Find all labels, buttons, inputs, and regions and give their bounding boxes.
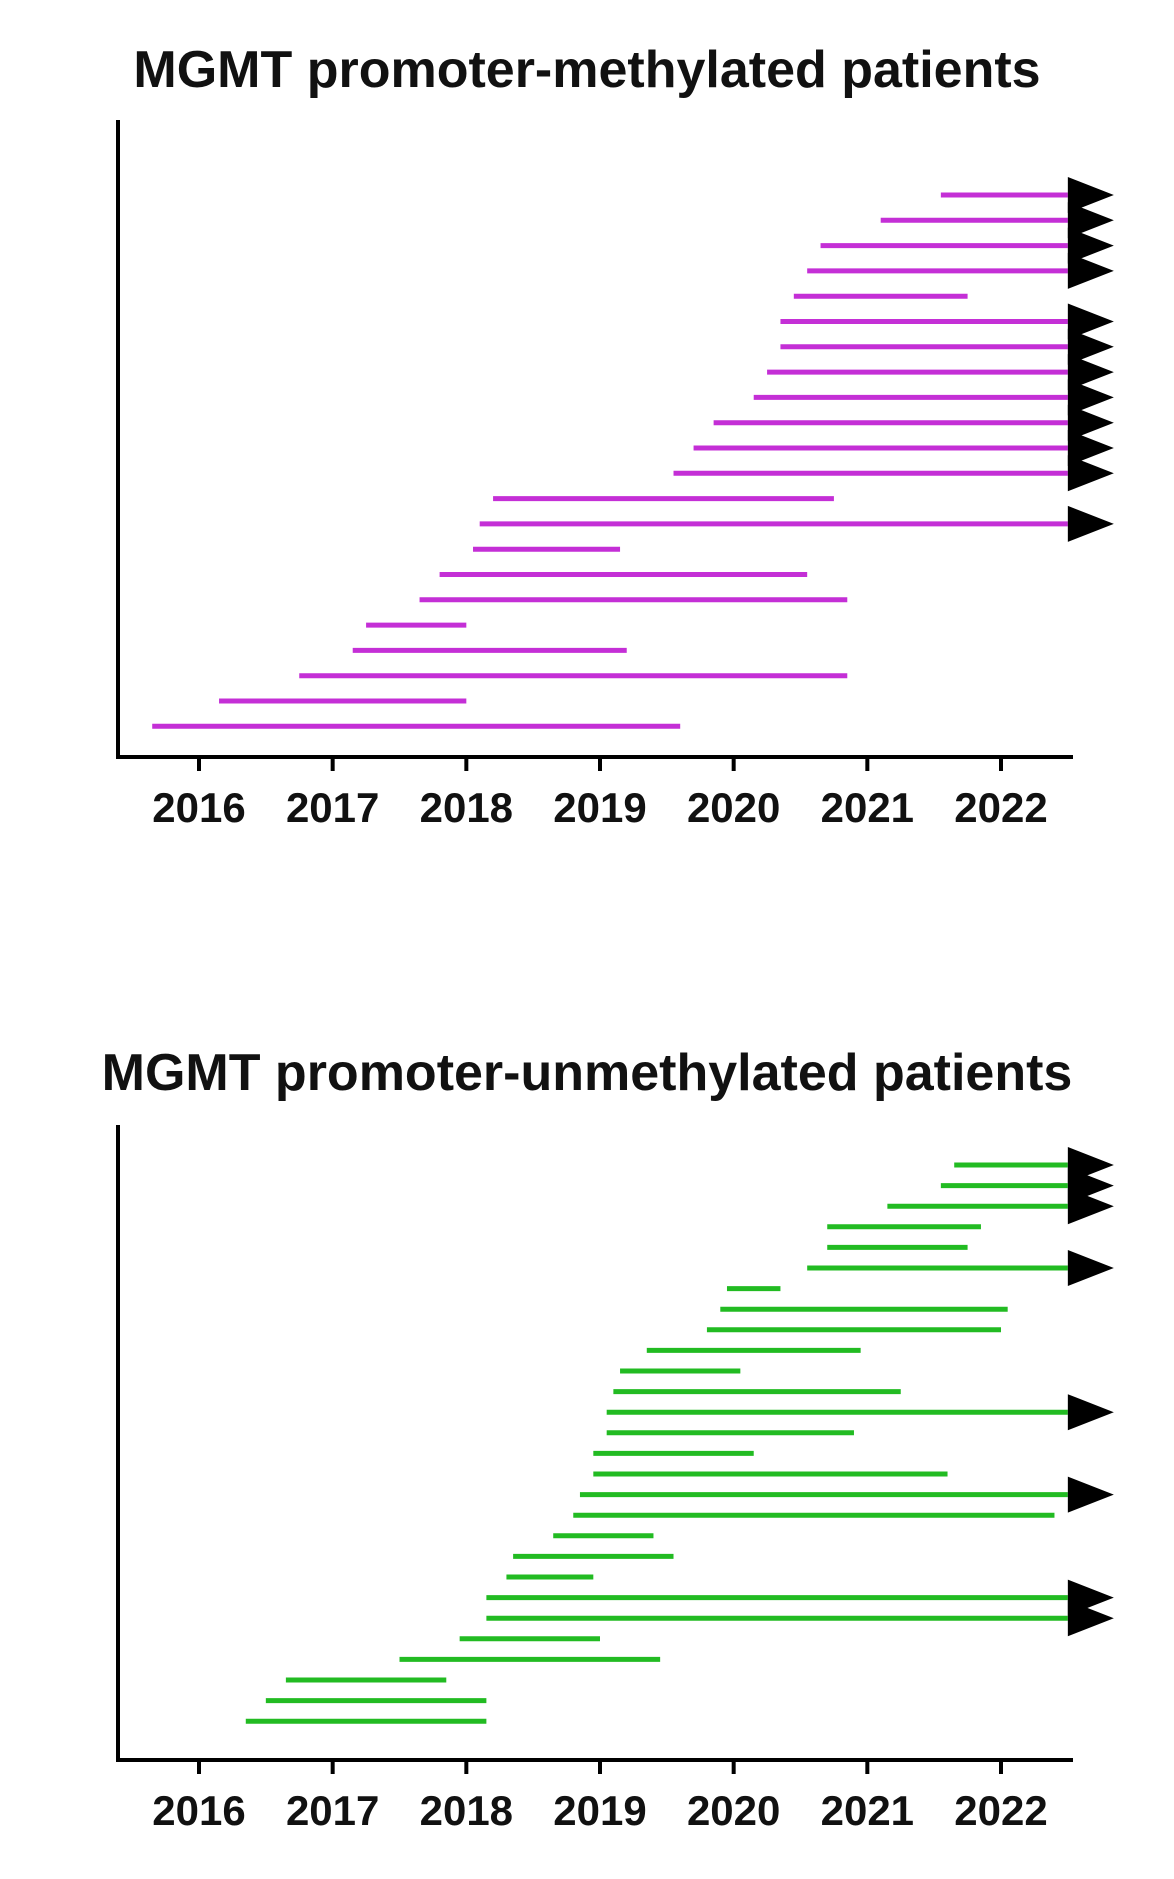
ongoing-arrow	[1067, 505, 1114, 542]
ongoing-arrow	[1067, 404, 1114, 441]
x-tick-label: 2019	[553, 1787, 646, 1834]
x-tick-label: 2018	[420, 784, 513, 831]
x-tick-label: 2019	[553, 784, 646, 831]
x-tick-label: 2016	[152, 784, 245, 831]
ongoing-arrow	[1067, 354, 1114, 391]
ongoing-arrow	[1067, 1476, 1114, 1513]
x-tick-label: 2022	[954, 1787, 1047, 1834]
ongoing-arrow	[1067, 328, 1114, 365]
x-tick-label: 2018	[420, 1787, 513, 1834]
ongoing-arrow	[1067, 202, 1114, 239]
x-tick-label: 2017	[286, 784, 379, 831]
ongoing-arrow	[1067, 303, 1114, 340]
x-tick-label: 2020	[687, 784, 780, 831]
x-tick-label: 2020	[687, 1787, 780, 1834]
x-tick-label: 2017	[286, 1787, 379, 1834]
x-tick-label: 2016	[152, 1787, 245, 1834]
ongoing-arrow	[1067, 1394, 1114, 1431]
ongoing-arrow	[1067, 1250, 1114, 1286]
ongoing-arrow	[1067, 1600, 1114, 1637]
x-tick-label: 2022	[954, 784, 1047, 831]
x-tick-label: 2021	[821, 1787, 914, 1834]
chart-title-methylated: MGMT promoter-methylated patients	[133, 41, 1041, 99]
ongoing-arrow	[1067, 455, 1114, 492]
ongoing-arrow	[1067, 227, 1114, 264]
ongoing-arrow	[1067, 430, 1114, 466]
ongoing-arrow	[1067, 379, 1114, 416]
x-tick-label: 2021	[821, 784, 914, 831]
chart-title-unmethylated: MGMT promoter-unmethylated patients	[101, 1044, 1073, 1102]
ongoing-arrow	[1067, 1188, 1114, 1225]
ongoing-arrow	[1067, 252, 1114, 289]
ongoing-arrow	[1067, 177, 1114, 213]
